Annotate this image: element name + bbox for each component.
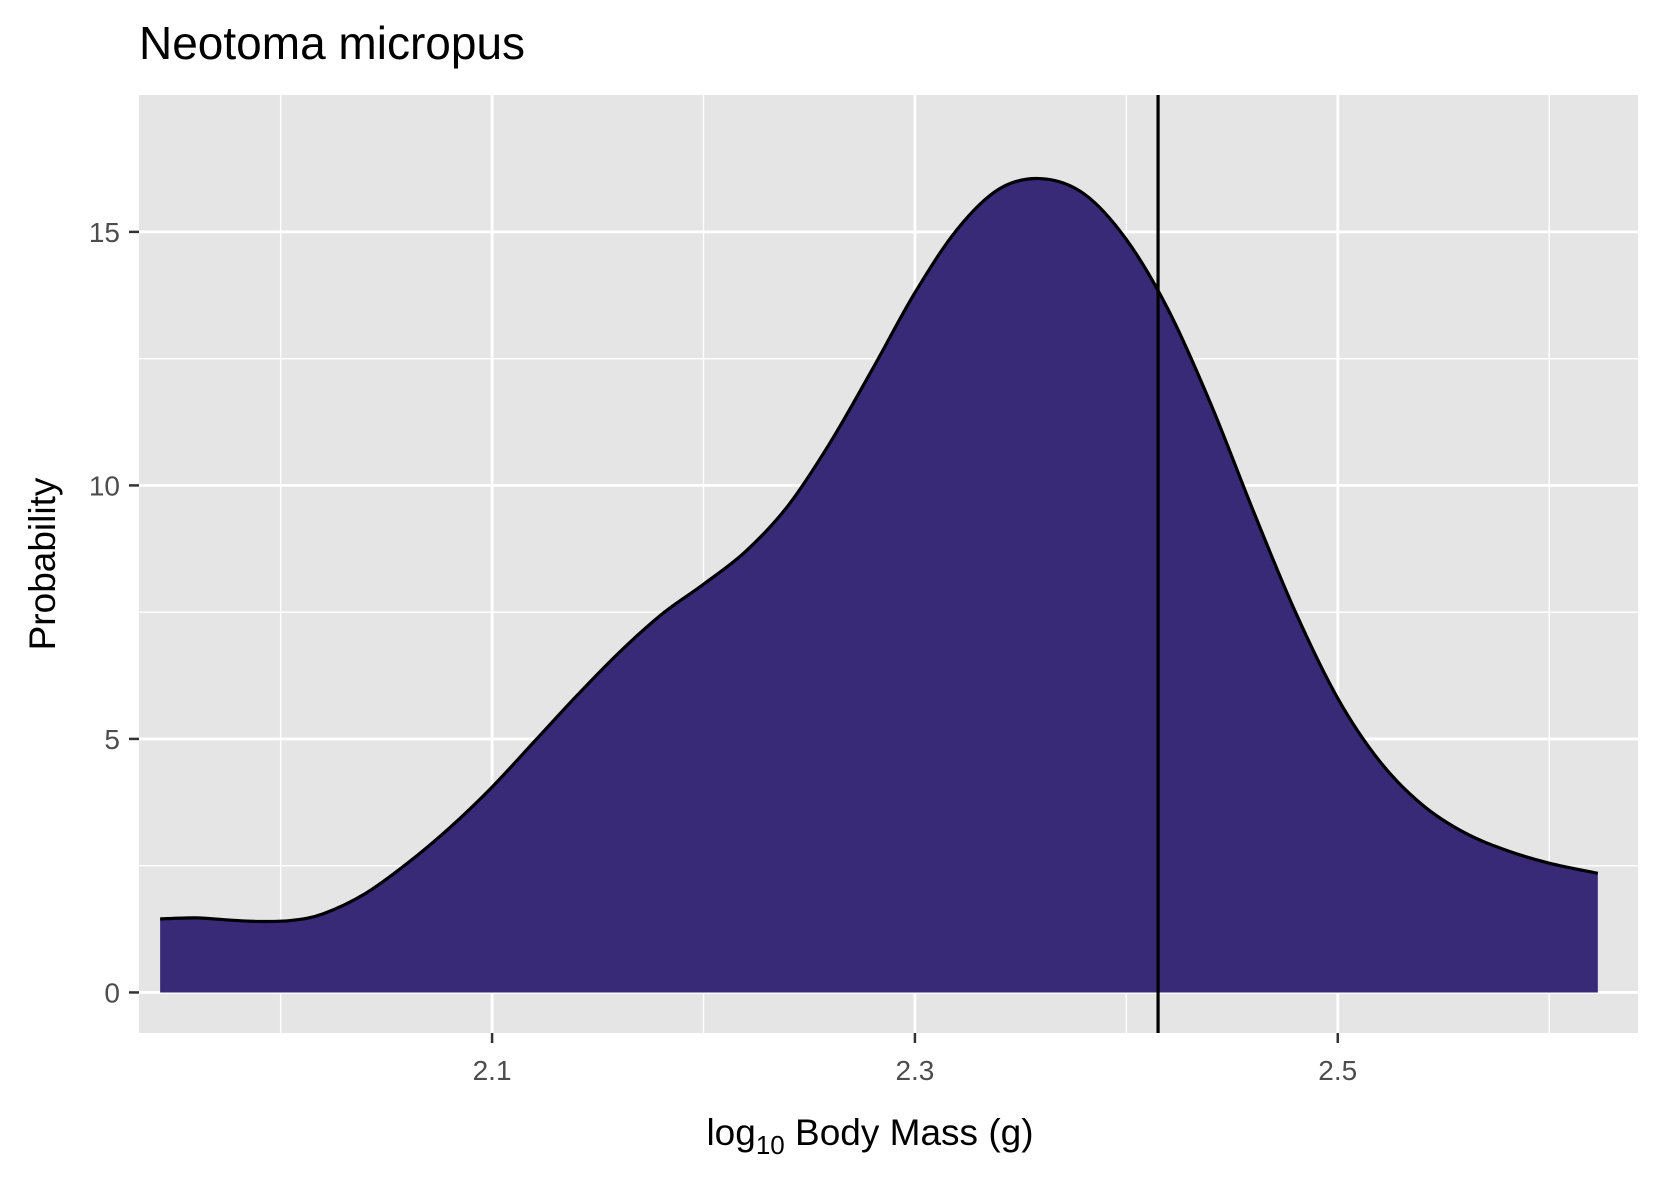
x-axis: 2.1 2.3 2.5 xyxy=(473,1033,1357,1086)
y-tick-label: 10 xyxy=(89,470,120,501)
x-axis-title: log10 Body Mass (g) xyxy=(706,1112,1033,1160)
chart-title: Neotoma micropus xyxy=(139,17,526,69)
y-tick-label: 0 xyxy=(104,977,120,1008)
x-axis-title-suffix: Body Mass (g) xyxy=(785,1112,1034,1153)
y-tick-label: 15 xyxy=(89,217,120,248)
density-outline xyxy=(160,176,1599,924)
y-axis: 0 5 10 15 xyxy=(89,217,139,1008)
x-axis-title-prefix: log xyxy=(706,1112,755,1153)
density-area xyxy=(160,178,1598,993)
x-tick-label: 2.5 xyxy=(1318,1055,1357,1086)
x-tick-label: 2.1 xyxy=(473,1055,512,1086)
y-tick-label: 5 xyxy=(104,724,120,755)
x-tick-label: 2.3 xyxy=(895,1055,934,1086)
y-axis-title: Probability xyxy=(22,477,63,650)
x-axis-title-subscript: 10 xyxy=(756,1130,785,1160)
